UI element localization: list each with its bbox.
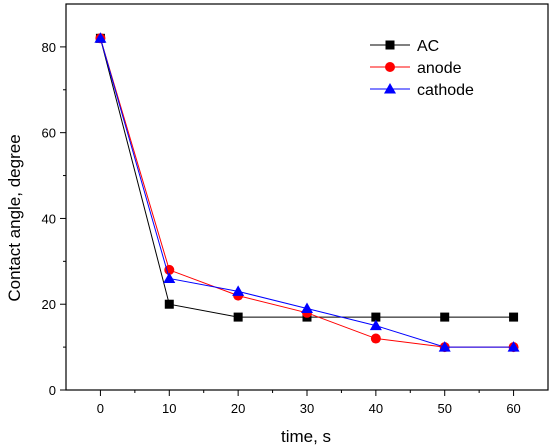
y-tick-label: 60 [42, 126, 56, 141]
x-tick-label: 0 [97, 401, 104, 416]
series-line-ac [99, 38, 514, 318]
data-point-cathode [369, 319, 382, 331]
x-tick-label: 40 [369, 401, 383, 416]
data-point-ac [509, 312, 519, 322]
x-tick-label: 10 [162, 401, 176, 416]
plot-frame [65, 3, 549, 391]
data-point-cathode [163, 272, 176, 283]
legend-label-ac: AC [417, 38, 439, 55]
data-point-cathode [301, 302, 313, 314]
data-point-anode [164, 264, 175, 275]
y-axis-label: Contact angle, degree [5, 134, 24, 301]
y-tick-label: 0 [49, 383, 56, 398]
data-point-ac [440, 312, 450, 322]
data-point-ac [233, 312, 243, 322]
legend-marker-ac [385, 40, 395, 50]
series-cathode [94, 32, 520, 352]
x-tick-label: 60 [506, 401, 520, 416]
legend-label-cathode: cathode [417, 82, 474, 99]
data-point-ac [164, 299, 174, 309]
legend-marker-cathode [384, 83, 396, 94]
legend-label-anode: anode [417, 60, 462, 77]
y-tick-label: 40 [42, 211, 56, 226]
data-point-cathode [94, 32, 107, 43]
data-point-cathode [438, 341, 451, 352]
legend: AC anode cathode [370, 38, 474, 99]
data-point-ac [371, 312, 381, 322]
legend-marker-anode [385, 62, 395, 72]
data-point-cathode [232, 285, 245, 296]
series-layer [94, 32, 520, 353]
x-tick-label: 50 [437, 401, 451, 416]
x-tick-label: 20 [231, 401, 245, 416]
data-point-anode [370, 333, 381, 344]
x-axis-label: time, s [281, 427, 331, 446]
y-tick-label: 20 [42, 297, 56, 312]
data-point-cathode [507, 341, 520, 352]
x-tick-label: 30 [300, 401, 314, 416]
axes: 0 10 20 30 40 50 60 0 20 40 60 80 [42, 3, 549, 416]
y-tick-label: 80 [42, 40, 56, 55]
